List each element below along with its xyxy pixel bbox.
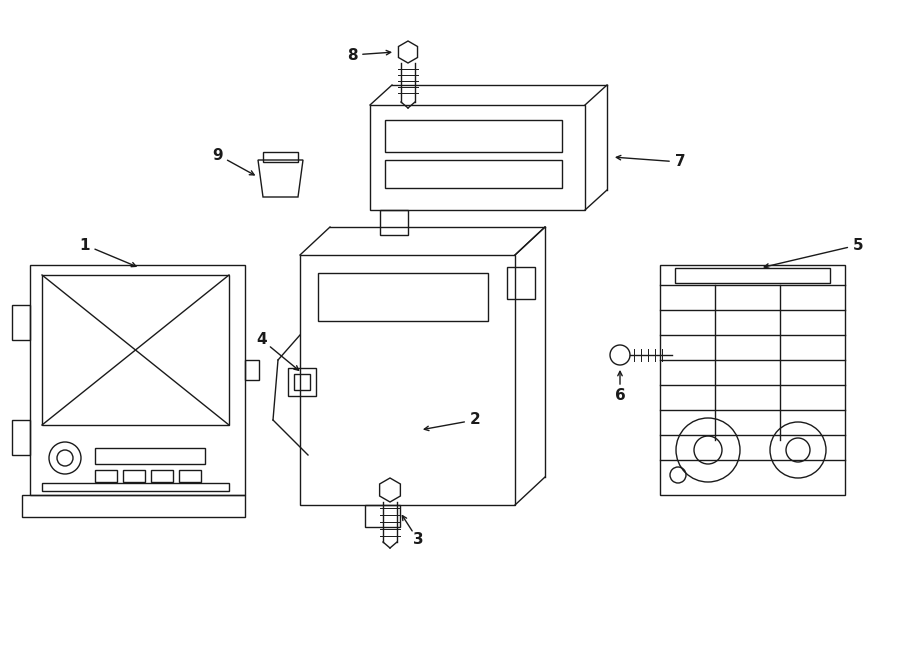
Bar	[288, 368, 316, 396]
Bar	[123, 470, 145, 482]
Bar	[95, 448, 205, 464]
Bar	[95, 470, 117, 482]
Bar	[22, 495, 245, 517]
Text: 8: 8	[346, 48, 357, 63]
Bar	[300, 255, 515, 505]
Text: 9: 9	[212, 147, 223, 163]
Bar	[370, 105, 585, 210]
Bar	[245, 360, 259, 380]
Bar	[380, 210, 408, 235]
Bar	[507, 267, 535, 299]
Bar	[660, 265, 845, 495]
Text: 4: 4	[256, 332, 267, 348]
Bar	[30, 265, 245, 495]
Bar	[42, 275, 229, 425]
Bar	[42, 483, 229, 491]
Text: 3: 3	[413, 533, 423, 547]
Text: 1: 1	[80, 237, 90, 253]
Bar	[12, 420, 30, 455]
Bar	[151, 470, 173, 482]
Bar	[294, 374, 310, 390]
Bar	[675, 268, 830, 283]
Bar	[263, 152, 298, 162]
Bar	[179, 470, 201, 482]
Text: 5: 5	[852, 237, 863, 253]
Bar	[385, 120, 562, 152]
Text: 7: 7	[675, 155, 685, 169]
Bar	[385, 160, 562, 188]
Bar	[318, 273, 488, 321]
Text: 6: 6	[615, 387, 626, 403]
Bar	[12, 305, 30, 340]
Text: 2: 2	[470, 412, 481, 428]
Bar	[365, 505, 400, 527]
